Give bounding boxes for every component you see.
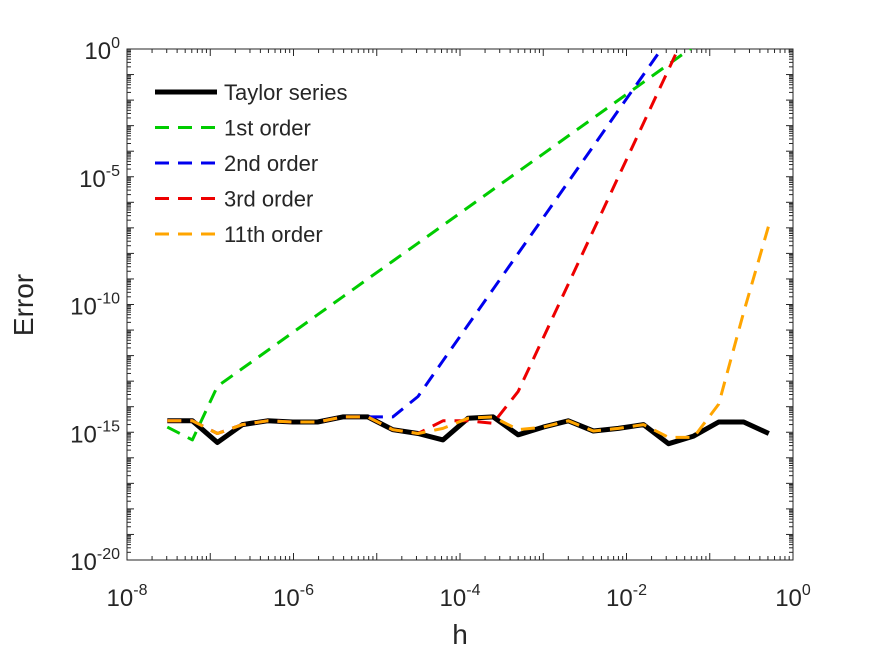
tick-labels: 10-8 10-6 10-4 10-2 100 10-20 10-15 10-10 10-5 10… [70, 35, 811, 612]
y-axis-label: Error [8, 274, 39, 336]
legend: Taylor series 1st order 2nd order 3rd order… [155, 80, 347, 247]
x-tick-label: 10-6 [273, 582, 314, 612]
legend-label: 1st order [224, 116, 311, 141]
y-tick-label: 10-10 [70, 291, 120, 321]
tick-marks [126, 49, 793, 561]
data-series [166, 49, 771, 447]
x-tick-label: 10-8 [107, 582, 148, 612]
series-line-1st-order [166, 49, 693, 442]
series-line-11th-order [167, 224, 771, 439]
legend-label: 11th order [224, 222, 323, 247]
x-tick-label: 100 [775, 582, 811, 612]
x-tick-label: 10-4 [440, 582, 481, 612]
legend-label: Taylor series [224, 80, 347, 105]
x-axis-label: h [452, 619, 468, 650]
legend-label: 2nd order [224, 151, 318, 176]
y-tick-label: 10-20 [70, 546, 120, 576]
y-tick-label: 10-5 [79, 163, 120, 193]
plot-area [126, 48, 794, 561]
y-tick-label: 100 [84, 35, 120, 65]
legend-label: 3rd order [224, 187, 313, 212]
y-tick-label: 10-15 [70, 418, 120, 448]
x-tick-label: 10-2 [606, 582, 647, 612]
